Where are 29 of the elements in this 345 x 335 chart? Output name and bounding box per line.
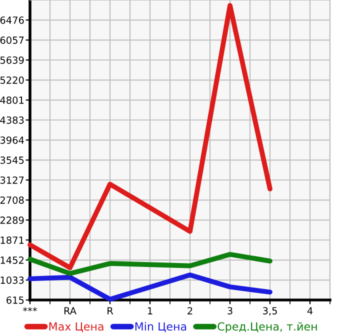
x-tick-label: 2 [188, 307, 192, 314]
line-series [28, 3, 272, 270]
x-tick-label: 4 [307, 307, 313, 314]
y-tick-label: 615 [6, 296, 24, 304]
y-tick-label: 6057 [0, 36, 24, 44]
x-tick-label: R [108, 307, 114, 314]
x-tick-label: *** [23, 307, 37, 312]
y-tick-label: 1033 [0, 276, 24, 284]
y-tick-label: 3964 [0, 136, 24, 144]
y-tick-label: 4801 [0, 96, 24, 104]
legend-label: Min Цена [135, 322, 186, 332]
x-tick-label: 1 [148, 307, 152, 314]
x-tick-label: RA [64, 307, 76, 314]
y-tick-label: 3127 [0, 176, 24, 184]
y-tick-label: 1871 [0, 236, 24, 244]
legend-label: Max Цена [49, 322, 104, 332]
x-tick-label: 3,5 [263, 307, 277, 316]
y-tick-label: 2289 [0, 216, 24, 224]
legend-label: Сред.Цена, т.йен [218, 322, 317, 333]
y-tick-label: 5639 [0, 56, 24, 64]
y-tick-label: 2708 [0, 196, 24, 204]
y-tick-label: 3545 [0, 156, 24, 164]
y-tick-label: 6476 [0, 16, 24, 24]
y-tick-label: 1452 [0, 256, 24, 264]
y-tick-label: 5220 [0, 76, 24, 84]
line-series [28, 272, 272, 302]
y-tick-label: 4383 [0, 116, 24, 124]
line-series [28, 252, 272, 276]
x-tick-label: 3 [228, 307, 232, 314]
